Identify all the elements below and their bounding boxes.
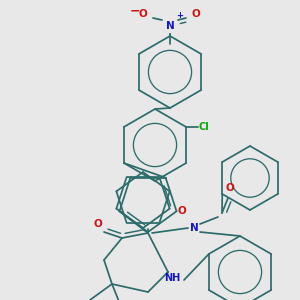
Text: N: N xyxy=(166,21,174,31)
Text: O: O xyxy=(94,219,102,229)
Text: O: O xyxy=(192,9,200,19)
Text: O: O xyxy=(177,206,186,216)
Text: −: − xyxy=(130,4,140,17)
Text: Cl: Cl xyxy=(199,122,210,132)
Text: NH: NH xyxy=(164,273,180,283)
Text: O: O xyxy=(226,183,234,193)
Text: O: O xyxy=(139,9,147,19)
Text: +: + xyxy=(176,11,184,20)
Text: N: N xyxy=(190,223,198,233)
